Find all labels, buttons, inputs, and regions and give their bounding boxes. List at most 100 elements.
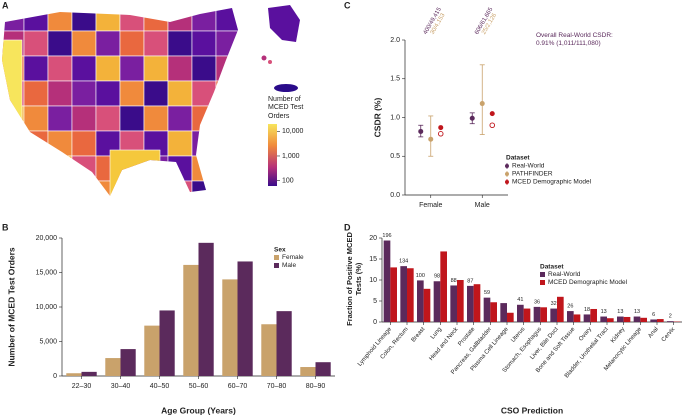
bar (617, 316, 624, 322)
state (167, 8, 193, 32)
bar (600, 316, 607, 322)
state (95, 180, 121, 196)
bar (81, 371, 97, 376)
bar (483, 297, 491, 322)
legend-label: MCED Demographic Model (548, 279, 628, 286)
state (23, 180, 49, 196)
state (143, 105, 169, 132)
bar (433, 281, 441, 322)
bar (540, 307, 547, 322)
count-label: 2 (669, 314, 672, 320)
bar (517, 304, 524, 322)
state (47, 155, 73, 182)
bar (573, 314, 581, 322)
legend-marker (505, 180, 509, 184)
state (47, 105, 73, 132)
state (47, 55, 73, 82)
state (191, 30, 217, 57)
bar (583, 314, 591, 322)
bar (467, 285, 474, 322)
state (2, 39, 23, 151)
state (119, 30, 145, 57)
bar (105, 358, 121, 376)
point (469, 115, 475, 121)
state (23, 80, 49, 107)
count-label: 13 (601, 309, 607, 315)
state (47, 30, 73, 57)
point (489, 111, 495, 117)
state (215, 80, 238, 107)
y-tick-label: 5,000 (39, 338, 57, 345)
colorbar-tick-label: 10,000 (282, 128, 304, 135)
bar (473, 284, 481, 322)
count-label: 13 (617, 309, 623, 315)
alaska (268, 5, 300, 42)
bar (667, 321, 674, 322)
x-tick-label: Kidney (610, 326, 626, 344)
x-tick-label: Anal (647, 326, 659, 339)
bar (500, 303, 507, 322)
legend-title: Dataset (506, 155, 530, 162)
panel-label: B (2, 222, 9, 232)
state (167, 180, 193, 196)
legend-swatch (274, 263, 279, 268)
state (191, 55, 217, 82)
x-tick-label: Female (419, 202, 442, 209)
count-label: 88 (451, 278, 457, 284)
state (119, 8, 145, 32)
bar (633, 316, 641, 322)
panel-label: A (2, 0, 9, 10)
x-tick-label: 30–40 (111, 383, 131, 390)
x-axis-label: Age Group (Years) (161, 405, 236, 415)
bar (222, 279, 238, 376)
bar (623, 316, 631, 322)
state (95, 8, 121, 32)
state (119, 180, 145, 196)
hawaii (268, 60, 272, 64)
legend-title: Dataset (540, 264, 564, 271)
state (23, 55, 49, 82)
count-label: 100 (416, 273, 425, 279)
state (71, 8, 97, 32)
bar (523, 308, 531, 322)
x-tick-label: 60–70 (228, 383, 248, 390)
state (23, 155, 49, 182)
state (95, 80, 121, 107)
legend-marker (505, 172, 509, 176)
state (167, 155, 193, 182)
state (143, 55, 169, 82)
legend-label: MCED Demographic Model (512, 179, 592, 186)
state (71, 180, 97, 196)
x-tick-label: 80–90 (306, 383, 326, 390)
x-axis-label: CSO Prediction (501, 405, 563, 415)
bar (383, 240, 391, 322)
y-tick-label: 1.0 (390, 114, 400, 121)
state (191, 180, 217, 196)
panel-label: C (344, 0, 351, 10)
x-tick-label: 50–60 (189, 383, 209, 390)
count-label: 134 (399, 259, 408, 265)
state (2, 130, 25, 157)
bar (237, 261, 253, 376)
bar (407, 268, 414, 322)
state (47, 130, 73, 157)
bar (417, 280, 424, 322)
state (143, 8, 169, 32)
state (109, 149, 161, 196)
state (119, 80, 145, 107)
state (143, 80, 169, 107)
bar (390, 267, 397, 322)
bar (276, 311, 292, 376)
state (167, 55, 193, 82)
bar (120, 349, 136, 376)
state (143, 180, 169, 196)
count-label: 87 (467, 278, 473, 284)
y-tick-label: 20 (369, 235, 377, 242)
legend-label: Real-World (512, 163, 545, 170)
count-label: 59 (484, 290, 490, 296)
y-tick-label: 0 (53, 373, 57, 380)
legend-label: Female (282, 254, 304, 261)
point (428, 136, 434, 142)
bar (66, 373, 82, 376)
